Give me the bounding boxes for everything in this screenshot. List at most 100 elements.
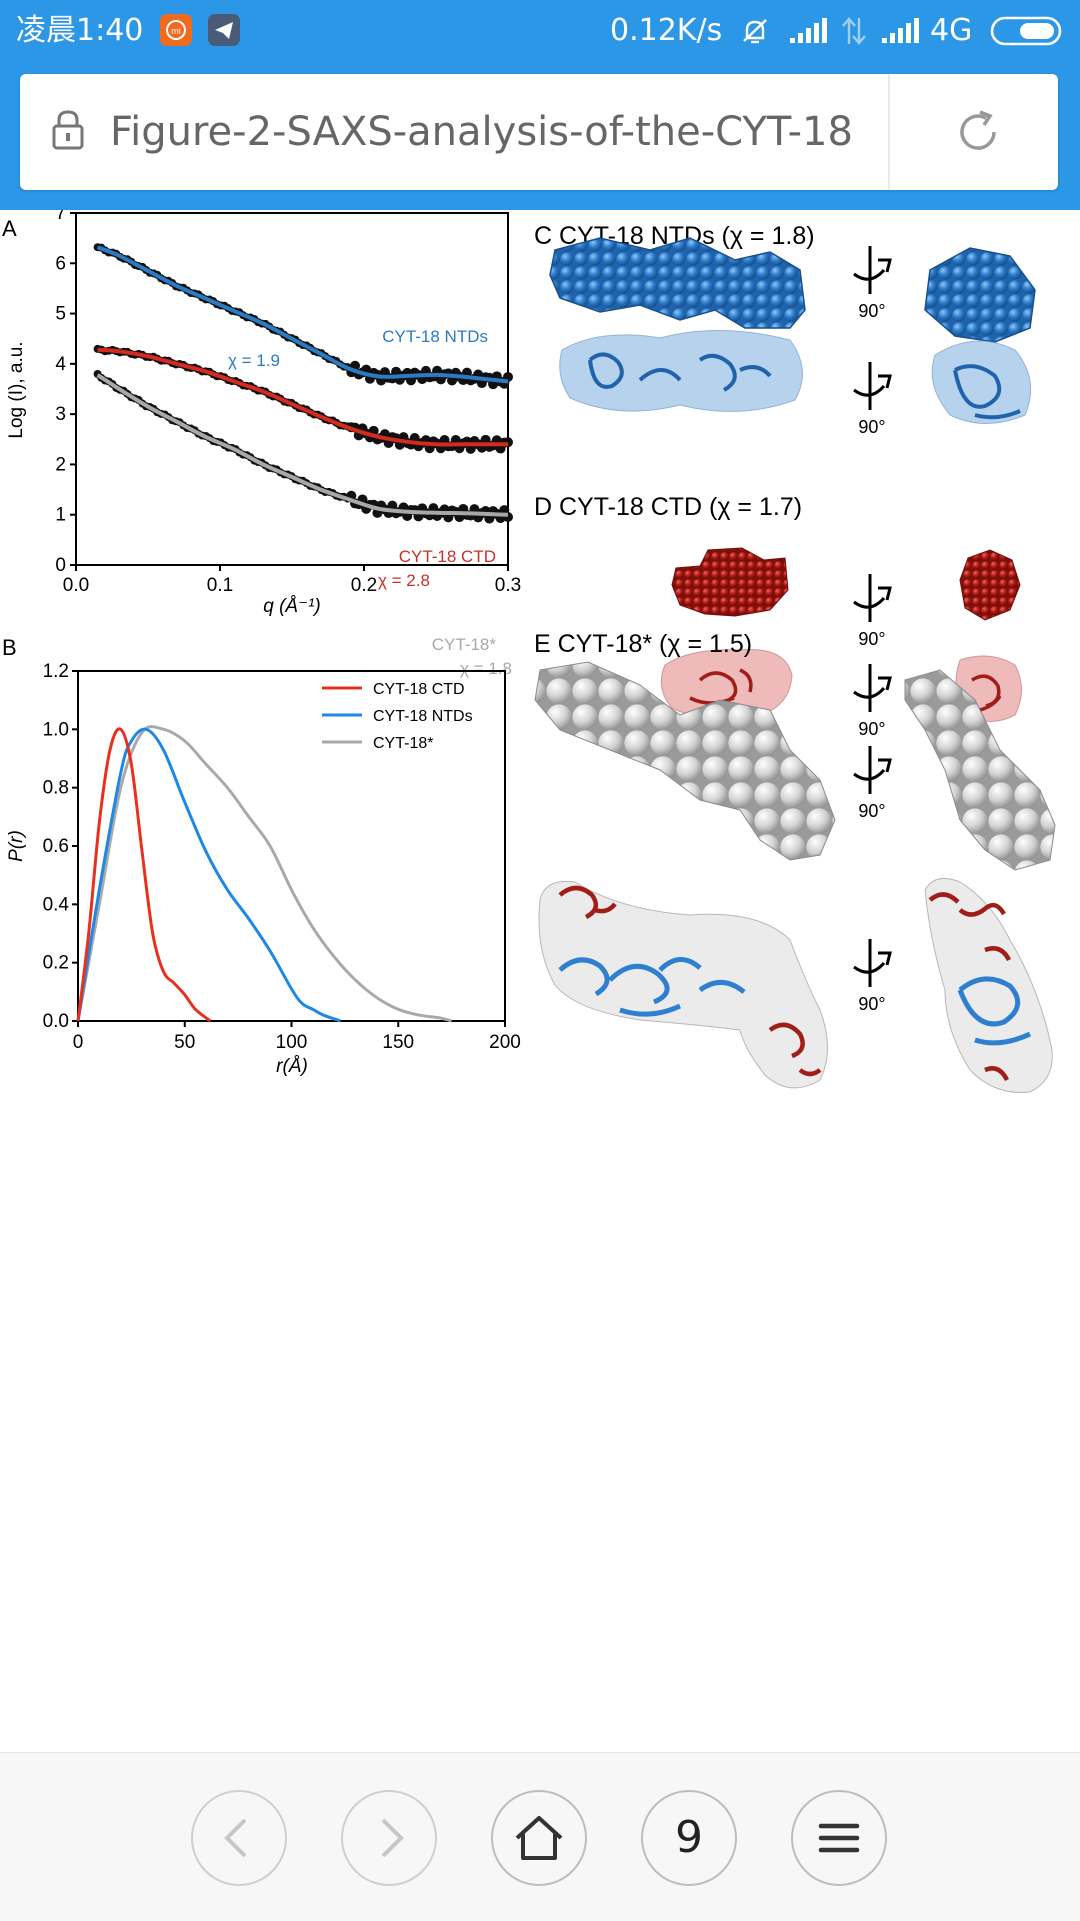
panel-c: C CYT-18 NTDs (χ = 1.8) <box>534 222 1036 424</box>
rotation-arrowhead <box>878 951 892 966</box>
panel-b-curves <box>76 725 453 1023</box>
chevron-right-icon <box>381 1818 404 1858</box>
reload-icon[interactable] <box>950 104 1006 160</box>
full-length-envelope-side <box>924 877 1053 1094</box>
panel-d-title: D CYT-18 CTD (χ = 1.7) <box>534 493 802 521</box>
rotation-arc <box>853 384 886 397</box>
panel-b-axes: 0 50 100 150 200 0.0 0.2 0.4 0.6 0.8 1.0 1.2 <box>43 661 521 1053</box>
a-ytick-label: 2 <box>55 454 66 475</box>
panel-a-axes: 0.0 0.1 0.2 0.3 0 1 2 3 4 5 6 7 <box>55 210 521 596</box>
a-data-point <box>391 366 402 377</box>
a-ytick-label: 4 <box>55 354 66 375</box>
menu-button[interactable] <box>791 1790 887 1886</box>
full-length-bead-model-front <box>534 661 836 861</box>
b-ytick-label: 0.0 <box>43 1011 69 1032</box>
panel-a-annotations: CYT-18 NTDs χ = 1.9 CYT-18 CTD χ = 2.8 CYT-1… <box>228 327 512 678</box>
a-ytick-label: 1 <box>55 505 66 526</box>
b-legend-label: CYT-18 CTD <box>373 681 465 698</box>
signal-icon-1 <box>790 18 827 43</box>
ntds-envelope-front <box>559 330 803 412</box>
b-ytick-label: 0.8 <box>43 778 69 799</box>
a-xtick-label: 0.1 <box>207 575 233 596</box>
panel-a: A 0.0 0.1 0.2 0.3 0 1 2 3 4 5 6 7 CYT-18 NTDs χ = 1.… <box>2 210 521 678</box>
b-xtick-label: 100 <box>276 1032 308 1053</box>
a-fit-line <box>96 373 509 517</box>
full-length-ribbon-red-front <box>558 885 822 1077</box>
a-series-chi: χ = 2.8 <box>378 571 430 590</box>
ntds-bead-model-front <box>549 237 806 329</box>
url-text[interactable]: Figure-2-SAXS-analysis-of-the-CYT-18 <box>110 109 853 155</box>
ntds-envelope-side <box>931 340 1032 424</box>
b-xtick-label: 150 <box>382 1032 414 1053</box>
b-xtick-label: 200 <box>489 1032 521 1053</box>
panel-a-fit-lines <box>96 245 509 517</box>
bottom-navigation-bar: 9 <box>0 1752 1080 1921</box>
panel-b: B 0 50 100 150 200 0.0 0.2 0.4 0.6 0.8 1.0 1.2 CYT-… <box>2 635 521 1077</box>
rotation-arrowhead <box>878 374 892 389</box>
full-length-ribbon-red-side <box>928 892 1012 1082</box>
b-ytick-label: 0.2 <box>43 953 69 974</box>
rotation-arc <box>853 596 886 609</box>
address-bar[interactable]: Figure-2-SAXS-analysis-of-the-CYT-18 <box>20 74 1058 190</box>
b-xtick-label: 50 <box>174 1032 195 1053</box>
lock-icon <box>52 110 84 150</box>
b-curve <box>76 727 342 1023</box>
panel-a-ylabel: Log (I), a.u. <box>6 341 27 438</box>
a-series-name: CYT-18* <box>432 635 497 654</box>
rotation-arc <box>853 268 886 281</box>
battery-icon <box>990 16 1062 46</box>
panel-b-legend: CYT-18 CTD CYT-18 NTDs CYT-18* <box>322 681 473 752</box>
a-fit-line <box>96 245 509 384</box>
ntds-ribbon-front <box>588 352 772 392</box>
home-button[interactable] <box>491 1790 587 1886</box>
a-ytick-label: 3 <box>55 404 66 425</box>
rotation-arc <box>853 961 886 974</box>
b-ytick-label: 1.2 <box>43 661 69 682</box>
rotation-arrowhead <box>878 586 892 601</box>
back-button[interactable] <box>191 1790 287 1886</box>
b-ytick-label: 0.6 <box>43 836 69 857</box>
rotation-markers: 90° 90° 90° 90° 90° 90° <box>853 246 892 1014</box>
rotation-arrowhead <box>878 758 892 773</box>
tab-count: 9 <box>675 1812 703 1863</box>
panel-e: E CYT-18* (χ = 1.5) <box>534 630 1056 1094</box>
status-bar: 凌晨1:40 mi 0.12K/s 4G <box>0 0 1080 62</box>
rotation-label: 90° <box>858 301 885 321</box>
a-xtick-label: 0.2 <box>351 575 377 596</box>
rotation-arc <box>853 768 886 781</box>
full-length-ribbon-blue-front <box>558 957 746 1017</box>
mute-bell-icon <box>743 19 767 44</box>
svg-text:mi: mi <box>171 26 181 36</box>
b-ytick-label: 0.4 <box>43 894 70 915</box>
ctd-ribbon-side <box>971 674 1002 712</box>
tabs-button[interactable]: 9 <box>641 1790 737 1886</box>
a-ytick-label: 6 <box>55 253 66 274</box>
b-xtick-label: 0 <box>73 1032 84 1053</box>
rotation-label: 90° <box>858 801 885 821</box>
url-divider <box>888 74 890 190</box>
panel-a-xlabel: q (Å⁻¹) <box>263 596 321 617</box>
ctd-bead-model-side <box>959 549 1021 621</box>
panel-b-ylabel: P(r) <box>6 830 27 862</box>
a-series-name: CYT-18 NTDs <box>382 327 488 346</box>
a-xtick-label: 0.0 <box>63 575 89 596</box>
a-ytick-label: 0 <box>55 555 66 576</box>
a-fit-line <box>97 347 508 447</box>
signal-icon-2 <box>882 18 919 43</box>
status-time: 凌晨1:40 <box>16 13 144 48</box>
mi-app-icon: mi <box>160 14 192 46</box>
ntds-ribbon-side <box>953 364 1021 420</box>
b-curve <box>76 725 453 1023</box>
ntds-bead-model-side <box>924 247 1036 343</box>
rotation-arrowhead <box>878 676 892 691</box>
a-series-chi: χ = 1.9 <box>228 351 280 370</box>
a-ytick-label: 7 <box>55 210 66 224</box>
a-ytick-label: 5 <box>55 304 66 325</box>
telegram-app-icon <box>208 14 240 46</box>
b-ytick-label: 1.0 <box>43 719 69 740</box>
full-length-ribbon-blue-side <box>957 976 1032 1046</box>
panel-a-label: A <box>2 216 17 241</box>
forward-button[interactable] <box>341 1790 437 1886</box>
b-curve <box>76 727 212 1023</box>
rotation-arrowhead <box>878 258 892 273</box>
